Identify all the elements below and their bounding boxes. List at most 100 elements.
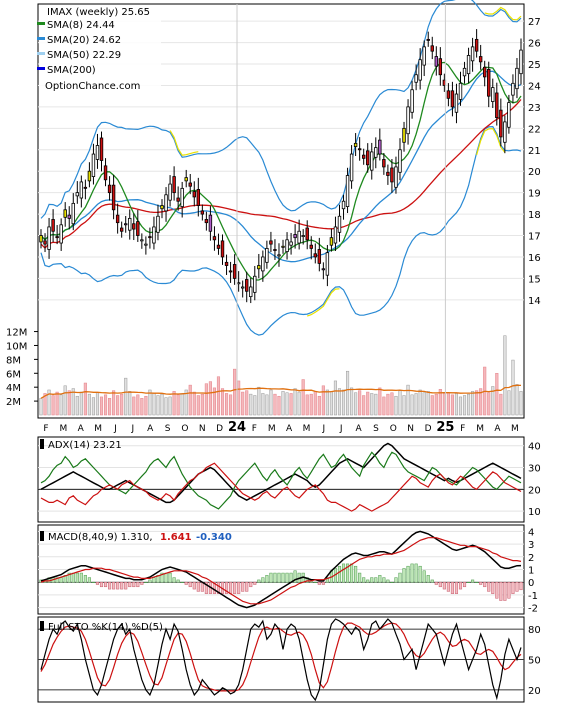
volume-bar xyxy=(261,393,265,416)
candle-body xyxy=(220,240,225,258)
candle-body xyxy=(140,239,144,242)
candle-body xyxy=(333,226,338,244)
volume-bar xyxy=(475,390,479,416)
envelope-lower-segment xyxy=(476,127,506,156)
candle-body xyxy=(430,45,434,52)
x-tick-label: A xyxy=(286,424,293,434)
volume-bar xyxy=(515,384,519,416)
x-tick-label: 25 xyxy=(436,420,454,435)
legend-label: SMA(50) 22.29 xyxy=(47,50,121,61)
candle-body xyxy=(119,227,124,232)
macd-histogram-bar xyxy=(112,581,116,590)
candle-body xyxy=(115,214,120,224)
volume-bar xyxy=(71,388,75,416)
x-tick-label: M xyxy=(511,424,519,434)
volume-bar xyxy=(313,391,317,416)
adx-series-line xyxy=(40,442,522,504)
macd-histogram-bar xyxy=(91,581,95,583)
candle-body xyxy=(236,282,241,285)
candle-body xyxy=(156,215,160,233)
x-tick-label: J xyxy=(322,424,326,434)
macd-histogram-bar xyxy=(390,581,394,583)
macd-histogram-bar xyxy=(281,572,285,583)
macd-histogram-bar xyxy=(467,581,471,583)
macd-histogram-bar xyxy=(285,572,289,583)
macd-histogram-bar xyxy=(479,581,483,585)
candle-body xyxy=(382,159,386,168)
macd-histogram-bar xyxy=(402,568,406,583)
x-tick-label: A xyxy=(355,424,362,434)
legend-label: SMA(200) xyxy=(47,65,96,76)
macd-histogram-bar xyxy=(418,565,422,583)
volume-bar xyxy=(346,370,350,416)
macd-series-line xyxy=(40,537,522,605)
volume-bar xyxy=(220,388,225,416)
volume-bar xyxy=(124,377,128,416)
volume-bar xyxy=(277,395,281,416)
macd-histogram-bar xyxy=(204,581,208,594)
indicator-tick-label: 30 xyxy=(528,464,541,475)
candle-body xyxy=(172,176,176,194)
stochastic-series-line xyxy=(40,618,522,702)
candle-body xyxy=(503,121,507,143)
volume-bar xyxy=(446,392,450,416)
candle-body xyxy=(414,74,418,83)
x-tick-label: M xyxy=(94,424,102,434)
volume-bar xyxy=(281,391,285,416)
x-tick-label: D xyxy=(425,424,432,434)
macd-histogram-bar xyxy=(362,577,366,583)
legend-swatch xyxy=(37,22,45,25)
macd-histogram-bar xyxy=(144,581,148,583)
price-tick-label: 22 xyxy=(528,124,541,135)
candle-body xyxy=(297,230,301,244)
volume-bar xyxy=(83,382,87,416)
price-tick-label: 19 xyxy=(528,189,541,200)
price-tick-label: 24 xyxy=(528,81,541,92)
macd-histogram-bar xyxy=(124,581,128,590)
macd-histogram-bar xyxy=(67,572,71,583)
volume-bar xyxy=(200,393,204,416)
adx-series-line xyxy=(40,462,522,512)
volume-bar xyxy=(136,394,140,416)
candle-body xyxy=(450,90,455,108)
x-tick-label: A xyxy=(78,424,85,434)
volume-bar xyxy=(229,394,233,416)
stochastic-panel: 80 50 20 Full STO %K(14) %D(5) xyxy=(37,616,541,703)
candle-body xyxy=(406,106,410,135)
volume-bar xyxy=(293,388,297,416)
macd-histogram-bar xyxy=(277,572,281,583)
volume-bar xyxy=(386,393,390,416)
volume-bar xyxy=(47,389,51,416)
indicator-tick-label: 80 xyxy=(528,625,541,636)
candle-body xyxy=(418,59,422,81)
indicator-tick-label: 50 xyxy=(528,656,541,667)
bollinger-upper-band xyxy=(40,0,522,219)
macd-series-line xyxy=(40,530,522,609)
macd-histogram-value: -0.340 xyxy=(196,532,232,543)
indicator-tick-label: 40 xyxy=(528,442,541,453)
candle-body xyxy=(337,215,342,233)
legend-background xyxy=(39,5,161,93)
candle-body xyxy=(224,261,229,266)
volume-bar xyxy=(479,388,483,416)
indicator-tick-label: 0 xyxy=(528,578,534,589)
macd-histogram-bar xyxy=(253,581,257,585)
candle-body xyxy=(482,66,487,78)
volume-bar xyxy=(87,393,91,416)
volume-bar xyxy=(507,390,511,416)
x-tick-label: F xyxy=(43,424,48,434)
macd-histogram-bar xyxy=(269,572,273,583)
volume-bar xyxy=(55,391,59,416)
candle-body xyxy=(261,256,265,272)
x-tick-label: F xyxy=(252,424,257,434)
macd-histogram-bar xyxy=(341,563,346,583)
volume-bar xyxy=(495,373,499,416)
macd-histogram-bar xyxy=(471,579,475,583)
volume-bar xyxy=(402,395,406,416)
volume-bar xyxy=(269,389,273,416)
macd-histogram-bar xyxy=(325,577,329,583)
candle-body xyxy=(349,153,354,182)
candle-body xyxy=(495,92,499,119)
volume-tick-label: 12M xyxy=(6,328,27,339)
